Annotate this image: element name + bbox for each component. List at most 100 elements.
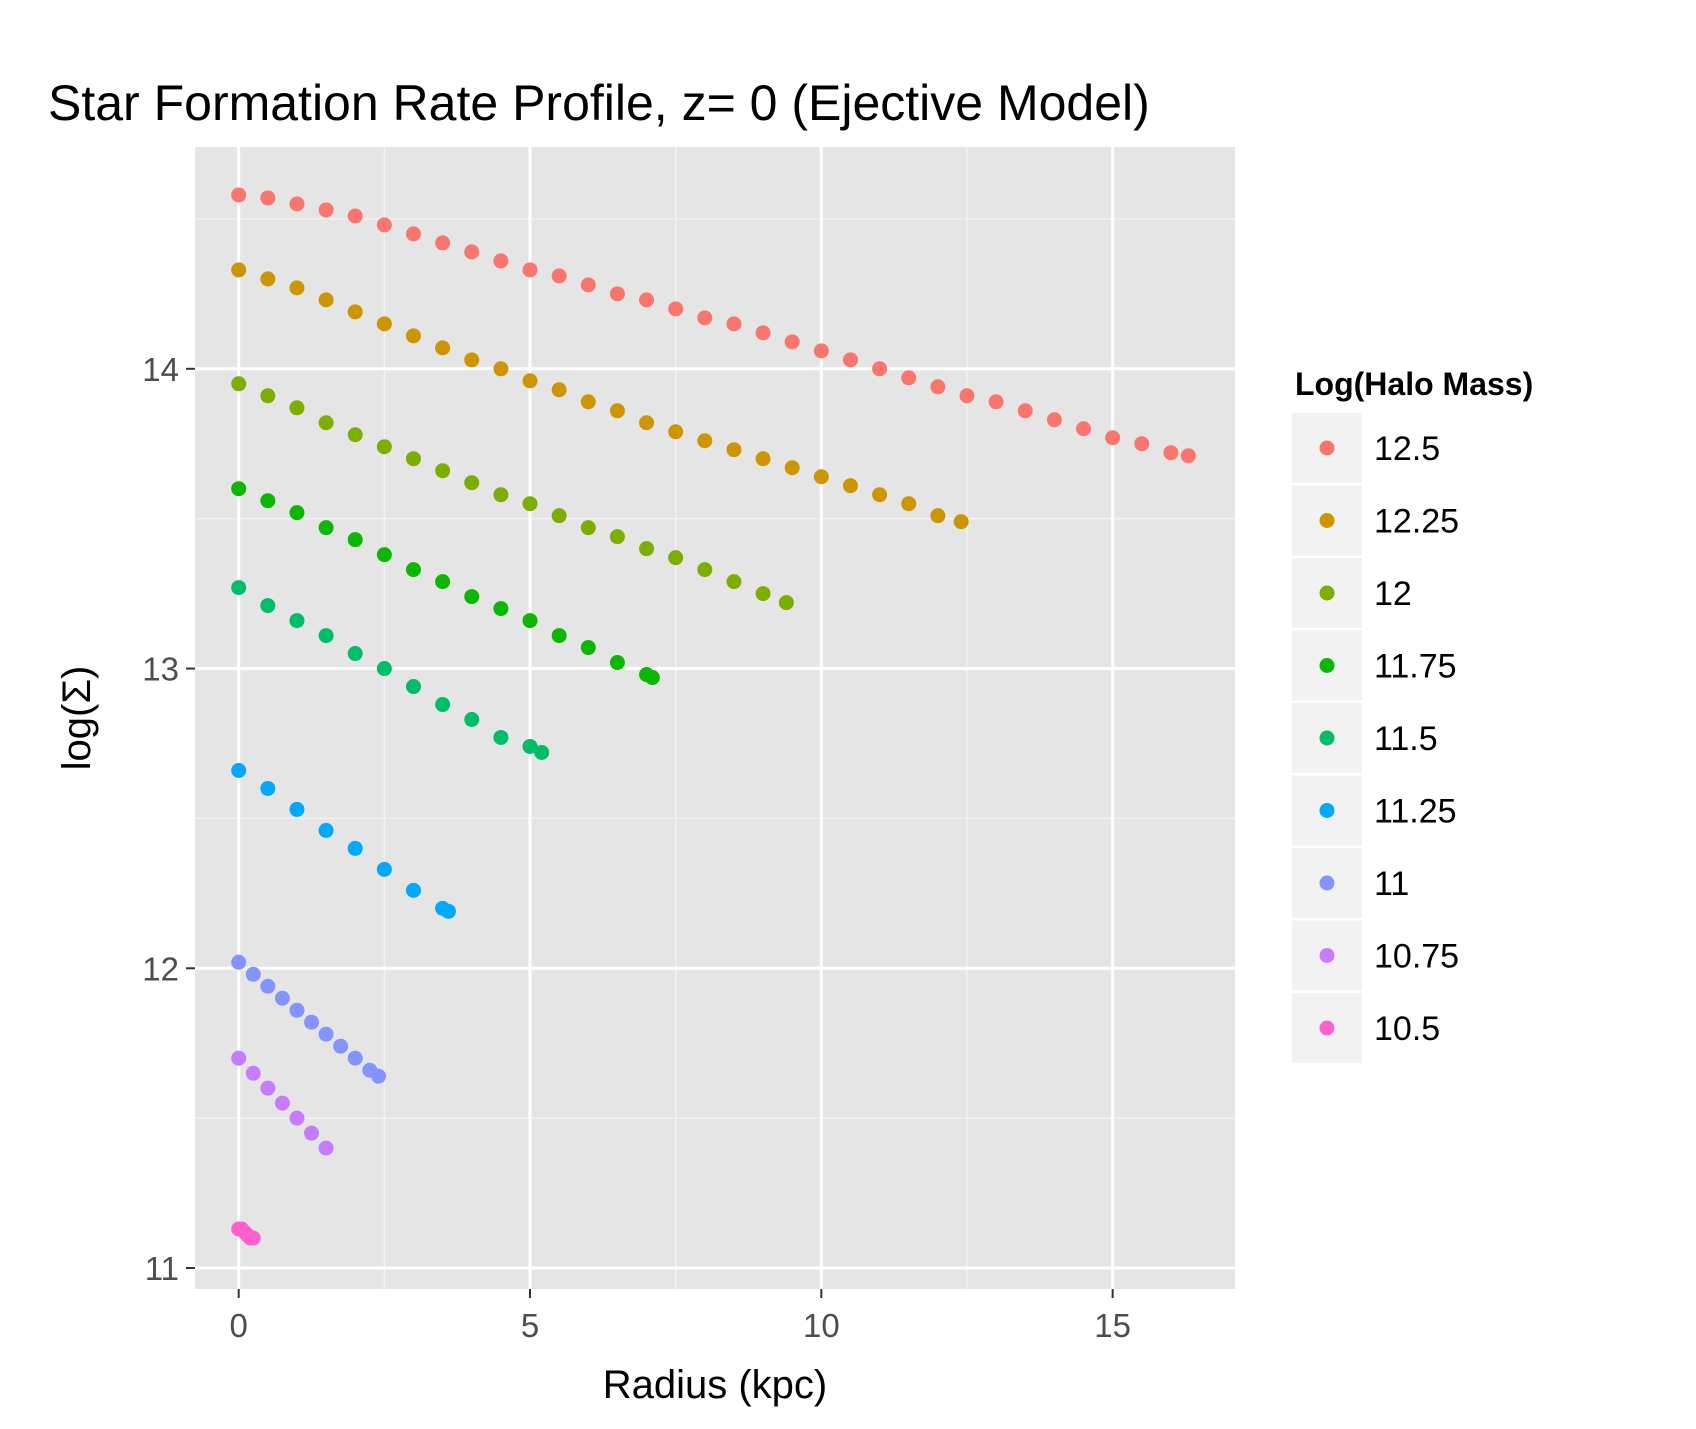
- x-axis: 0 5 10 15: [230, 1289, 1131, 1344]
- legend-title: Log(Halo Mass): [1295, 366, 1533, 402]
- data-point: [231, 1050, 247, 1066]
- data-point: [726, 316, 742, 332]
- x-tick-label: 15: [1094, 1307, 1131, 1344]
- data-point: [580, 394, 596, 410]
- legend-label: 12: [1374, 575, 1412, 613]
- data-point: [639, 292, 655, 308]
- data-point: [1017, 403, 1033, 419]
- data-point: [668, 424, 684, 440]
- data-point: [318, 822, 334, 838]
- legend-label: 11: [1374, 865, 1409, 903]
- series-11-25: [231, 762, 456, 919]
- major-gridlines: [195, 147, 1235, 1289]
- data-point: [522, 262, 538, 278]
- data-point: [376, 316, 392, 332]
- data-point: [609, 655, 625, 671]
- plot-panel: [195, 147, 1235, 1289]
- data-point: [371, 1068, 387, 1084]
- data-point: [405, 679, 421, 695]
- data-point: [784, 334, 800, 350]
- data-point: [778, 595, 794, 611]
- legend-marker: [1319, 658, 1335, 673]
- data-point: [260, 190, 276, 206]
- legend-label: 10.5: [1374, 1010, 1440, 1048]
- data-point: [464, 711, 480, 727]
- data-point: [289, 505, 305, 521]
- data-point: [580, 640, 596, 656]
- data-point: [304, 1125, 320, 1141]
- data-points: [231, 187, 1196, 1246]
- legend-item: 10.5: [1292, 993, 1440, 1063]
- data-point: [245, 1230, 261, 1246]
- data-point: [609, 286, 625, 302]
- x-axis-title: Radius (kpc): [603, 1363, 828, 1407]
- data-point: [464, 244, 480, 260]
- data-point: [318, 520, 334, 536]
- data-point: [930, 379, 946, 395]
- data-point: [318, 628, 334, 644]
- data-point: [435, 463, 451, 479]
- data-point: [289, 196, 305, 212]
- data-point: [260, 388, 276, 404]
- data-point: [435, 340, 451, 356]
- y-tick-label: 13: [142, 651, 179, 688]
- y-tick-label: 14: [142, 351, 179, 388]
- series-12-5: [231, 187, 1196, 464]
- legend-item: 10.75: [1292, 920, 1459, 991]
- data-point: [435, 574, 451, 590]
- data-point: [551, 382, 567, 398]
- data-point: [231, 376, 247, 392]
- data-point: [231, 481, 247, 497]
- series-10-5: [231, 1221, 261, 1246]
- data-point: [1076, 421, 1092, 437]
- legend-item: 12: [1292, 558, 1412, 628]
- data-point: [493, 361, 509, 377]
- legend-marker: [1319, 948, 1335, 963]
- data-point: [493, 729, 509, 745]
- data-point: [930, 508, 946, 524]
- data-point: [726, 574, 742, 590]
- data-point: [318, 202, 334, 218]
- data-point: [274, 990, 290, 1006]
- data-point: [376, 217, 392, 233]
- data-point: [668, 301, 684, 317]
- data-point: [405, 226, 421, 242]
- data-point: [1163, 445, 1179, 461]
- data-point: [872, 487, 888, 503]
- data-point: [376, 439, 392, 455]
- data-point: [347, 427, 363, 443]
- data-point: [697, 310, 713, 326]
- series-12-25: [231, 262, 969, 530]
- data-point: [609, 529, 625, 545]
- data-point: [726, 442, 742, 458]
- data-point: [405, 328, 421, 344]
- data-point: [784, 460, 800, 476]
- data-point: [551, 268, 567, 284]
- data-point: [376, 661, 392, 677]
- data-point: [289, 801, 305, 817]
- data-point: [231, 954, 247, 970]
- data-point: [289, 400, 305, 416]
- data-point: [260, 978, 276, 994]
- data-point: [347, 1050, 363, 1066]
- data-point: [347, 646, 363, 662]
- x-tick-label: 0: [230, 1307, 248, 1344]
- data-point: [245, 1065, 261, 1081]
- legend-marker: [1319, 440, 1335, 456]
- data-point: [1134, 436, 1150, 452]
- legend-label: 11.25: [1374, 793, 1457, 831]
- data-point: [522, 613, 538, 629]
- data-point: [522, 738, 538, 754]
- data-point: [376, 861, 392, 877]
- data-point: [405, 451, 421, 467]
- legend-marker: [1319, 585, 1335, 601]
- data-point: [405, 562, 421, 578]
- data-point: [260, 271, 276, 287]
- series-11-75: [231, 481, 660, 686]
- data-point: [289, 1110, 305, 1126]
- data-point: [522, 496, 538, 512]
- data-point: [318, 415, 334, 431]
- data-point: [245, 966, 261, 982]
- data-point: [872, 361, 888, 377]
- data-point: [333, 1038, 349, 1054]
